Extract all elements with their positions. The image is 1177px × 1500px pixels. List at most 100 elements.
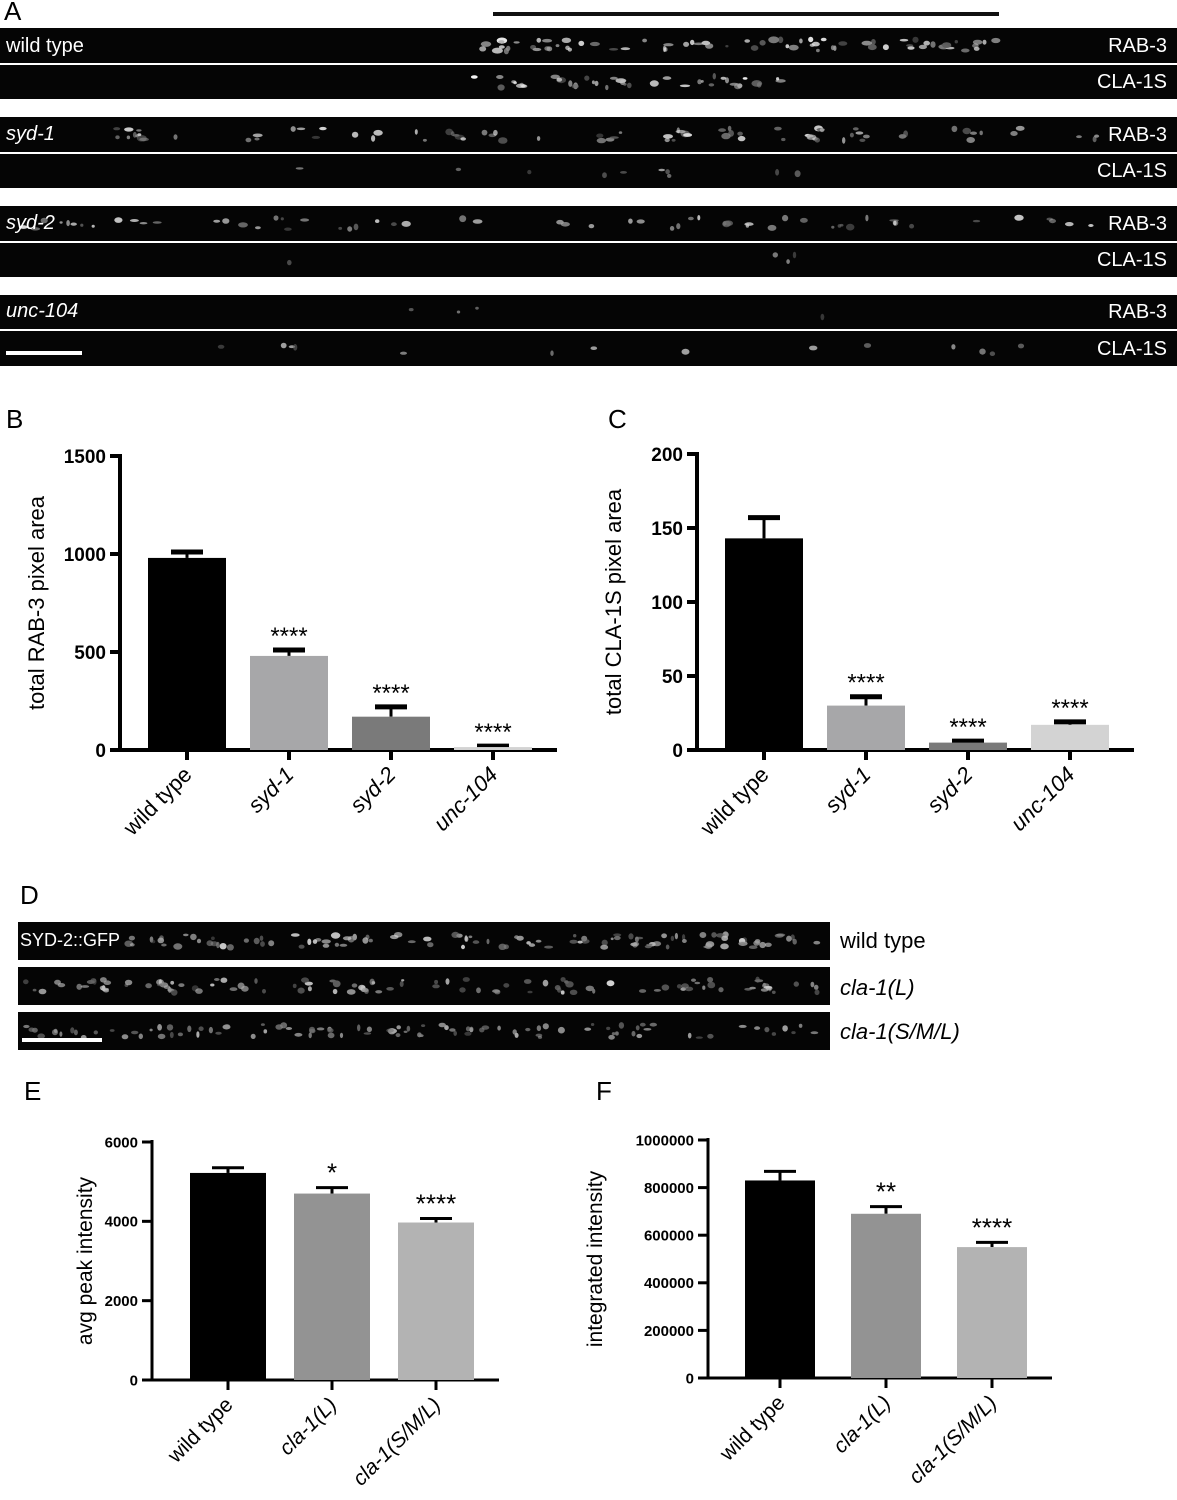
punctum: [734, 83, 742, 90]
significance-label: ****: [847, 670, 884, 697]
x-category-label: wild type: [163, 1393, 238, 1468]
punctum: [475, 306, 479, 310]
strip-unc104-rab3: unc-104 RAB-3: [0, 295, 1177, 329]
punctum: [681, 348, 690, 355]
punctum: [1015, 125, 1025, 131]
punctum: [674, 932, 679, 940]
punctum: [129, 943, 135, 947]
bar-chart-peak-intensity: 0 2000 4000 6000 avg peak intensity wild type…: [74, 1134, 499, 1490]
punctum: [701, 40, 711, 46]
punctum: [767, 224, 777, 231]
punctum: [697, 215, 701, 221]
punctum: [73, 1029, 78, 1036]
punctum: [80, 985, 90, 988]
punctum: [592, 988, 596, 994]
punctum: [662, 45, 667, 53]
punctum: [590, 346, 598, 350]
punctum: [287, 259, 292, 266]
punctum: [764, 942, 772, 947]
punctum: [375, 219, 380, 223]
punctum: [535, 1033, 543, 1037]
punctum: [556, 77, 563, 82]
punctum: [792, 938, 797, 945]
channel-label-rab3: RAB-3: [1108, 213, 1167, 235]
punctum: [362, 937, 369, 944]
punctum: [699, 932, 707, 938]
genotype-label-syd1: syd-1: [6, 123, 55, 145]
dots-layer: [408, 306, 825, 321]
punctum: [639, 1022, 646, 1027]
punctum: [513, 81, 517, 85]
punctum: [816, 48, 820, 53]
punctum: [137, 133, 142, 137]
panel-letter-f: F: [596, 1076, 612, 1106]
punctum: [334, 942, 340, 947]
punctum: [129, 219, 139, 222]
punctum: [195, 988, 203, 994]
punctum: [664, 138, 670, 143]
punctum: [368, 938, 373, 943]
punctum: [515, 83, 526, 88]
punctum: [1049, 218, 1056, 224]
punctum: [273, 215, 279, 221]
bar: [1031, 724, 1109, 750]
punctum: [606, 980, 615, 987]
punctum: [718, 987, 724, 993]
punctum: [57, 983, 66, 988]
punctum: [451, 931, 460, 938]
y-tick-label: 0: [130, 1372, 138, 1389]
punctum: [535, 939, 542, 943]
punctum: [163, 985, 171, 989]
punctum: [682, 939, 687, 943]
punctum: [863, 343, 872, 348]
punctum: [785, 44, 790, 49]
punctum: [738, 942, 747, 946]
punctum: [810, 1031, 819, 1035]
punctum: [814, 137, 820, 143]
punctum: [260, 1023, 265, 1026]
punctum: [423, 936, 432, 942]
condition-label-cla1l: cla-1(L): [840, 975, 915, 1000]
punctum: [173, 943, 183, 950]
panel-letter-b: B: [6, 404, 24, 434]
punctum: [532, 47, 542, 52]
strip-syd2gfp-cla1sml: [18, 1012, 830, 1050]
punctum: [676, 984, 682, 989]
punctum: [252, 133, 263, 138]
punctum: [149, 1028, 153, 1032]
punctum: [613, 935, 621, 941]
punctum: [113, 127, 121, 131]
punctum: [169, 1031, 174, 1039]
punctum: [649, 1022, 657, 1027]
punctum: [528, 943, 536, 947]
punctum: [754, 1026, 761, 1030]
punctum: [497, 84, 505, 91]
punctum: [525, 1027, 531, 1032]
punctum: [28, 1027, 35, 1032]
punctum: [321, 939, 331, 944]
punctum: [793, 981, 799, 987]
punctum: [464, 936, 469, 942]
punctum: [941, 42, 952, 48]
punctum: [503, 983, 510, 988]
punctum: [966, 137, 975, 143]
punctum: [238, 222, 248, 228]
y-axis-label: avg peak intensity: [74, 1176, 97, 1345]
punctum: [178, 983, 185, 987]
punctum: [414, 129, 418, 135]
punctum: [76, 983, 82, 990]
punctum: [229, 987, 238, 991]
punctum: [544, 46, 551, 51]
punctum: [304, 981, 313, 986]
punctum: [434, 979, 439, 985]
punctum: [245, 137, 252, 143]
punctum: [453, 1030, 458, 1036]
punctum: [395, 1033, 401, 1038]
punctum: [745, 223, 750, 228]
punctum: [725, 45, 729, 48]
punctum: [243, 938, 249, 943]
channel-label-cla1s: CLA-1S: [1096, 338, 1167, 360]
channel-label-rab3: RAB-3: [1108, 35, 1167, 57]
punctum: [737, 131, 743, 136]
punctum: [472, 940, 480, 944]
